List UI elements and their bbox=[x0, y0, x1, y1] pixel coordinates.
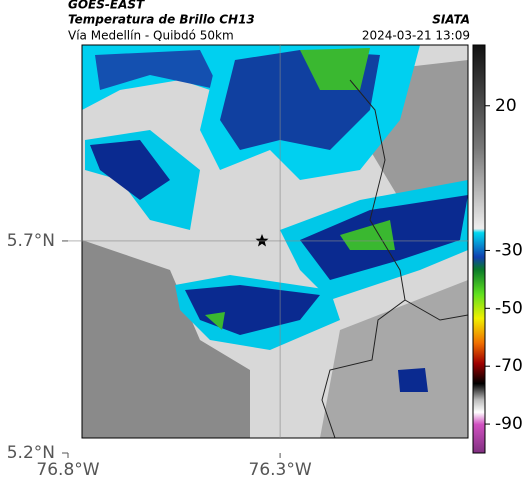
colorbar-tick-label: -90 bbox=[495, 414, 523, 434]
colorbar-tick-label: 20 bbox=[495, 96, 517, 116]
timestamp: 2024-03-21 13:09 bbox=[362, 29, 470, 43]
y-tick-label: 5.2°N bbox=[7, 443, 55, 463]
title: GOES-EAST bbox=[68, 0, 145, 12]
colorbar-tick-label: -70 bbox=[495, 356, 523, 376]
colorbar-tick-label: -50 bbox=[495, 298, 523, 318]
x-tick-label: 76.8°W bbox=[36, 460, 99, 480]
satellite-image bbox=[82, 45, 468, 438]
location: Vía Medellín - Quibdó 50km bbox=[68, 29, 234, 43]
colorbar-tick-label: -30 bbox=[495, 240, 523, 260]
x-tick-label: 76.3°W bbox=[249, 460, 312, 480]
map-frame bbox=[81, 44, 469, 439]
source: SIATA bbox=[432, 13, 470, 27]
location-star bbox=[255, 234, 269, 247]
colorbar bbox=[472, 44, 486, 454]
y-tick-label: 5.7°N bbox=[7, 231, 55, 251]
subtitle: Temperatura de Brillo CH13 bbox=[68, 13, 255, 27]
